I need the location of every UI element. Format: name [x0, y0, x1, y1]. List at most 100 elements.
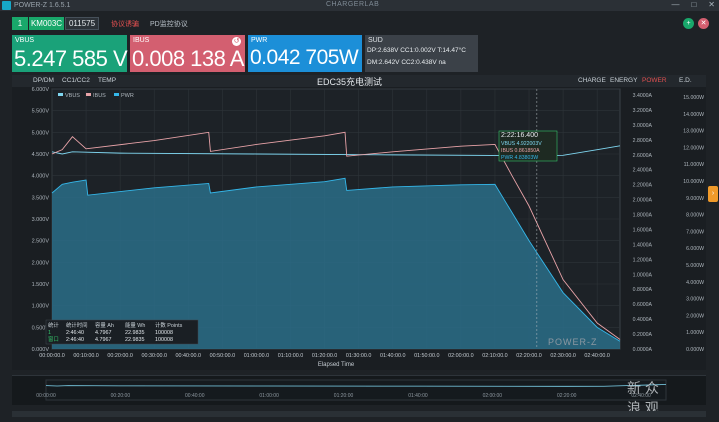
- tab-cc1-cc2[interactable]: CC1/CC2: [62, 77, 90, 84]
- y-right-tick-label: 12.000W: [683, 145, 704, 151]
- tab-dp-dm[interactable]: DP/DM: [33, 77, 54, 84]
- x-tick-label: 00:30:00.0: [141, 353, 166, 359]
- y-right-tick-label: 5.000W: [686, 263, 704, 269]
- y-mid-tick-label: 2.0000A: [633, 198, 653, 204]
- ibus-label: IBUS: [133, 37, 150, 44]
- device-serial-tab[interactable]: 011575: [65, 17, 99, 30]
- x-tick-label: 00:10:00.0: [73, 353, 98, 359]
- x-tick-label: 01:20:00.0: [312, 353, 337, 359]
- power-label: PWR: [251, 37, 268, 44]
- chart-tabs: DP/DM CC1/CC2 TEMP EDC35充电测试 CHARGE ENER…: [12, 75, 706, 87]
- tab-charge[interactable]: CHARGE: [578, 77, 606, 84]
- pd-monitor-menu[interactable]: PD监控协议: [150, 21, 188, 28]
- x-tick-label: 02:40:00.0: [584, 353, 609, 359]
- tooltip-pwr: PWR 4.83803W: [501, 155, 538, 161]
- stats-header: 统计时间: [66, 321, 88, 329]
- y-left-tick-label: 3.000V: [32, 217, 50, 223]
- overview-tick-label: 01:20:00: [334, 393, 354, 399]
- overview-chart[interactable]: 00:00:00 00:20:00 00:40:00 01:00:00 01:20:00…: [12, 376, 706, 406]
- stats-cell: 4.7967: [95, 337, 112, 343]
- power-meter: PWR 0.042 705W: [248, 35, 362, 72]
- chart-panel: 0.000V 0.500V 1.000V 1.500V 2.000V 2.500V 3.00…: [12, 75, 706, 370]
- close-window-button[interactable]: ✕: [708, 0, 715, 9]
- series-line-pwr: [51, 177, 621, 342]
- device-model-tab[interactable]: KM003C: [29, 17, 64, 30]
- y-right-tick-label: 0.000W: [686, 347, 704, 353]
- x-tick-label: 02:20:00.0: [516, 353, 541, 359]
- stats-cell: 100008: [155, 337, 173, 343]
- y-left-tick-label: 0.500V: [32, 325, 50, 331]
- y-mid-tick-label: 0.0000A: [633, 347, 653, 353]
- y-mid-tick-label: 3.0000A: [633, 123, 653, 129]
- stats-cell: 4.7967: [95, 330, 112, 336]
- overview-tick-label: 01:40:00: [408, 393, 428, 399]
- y-left-tick-label: 1.000V: [32, 304, 50, 310]
- x-tick-label: 02:00:00.0: [448, 353, 473, 359]
- x-tick-label: 00:40:00.0: [176, 353, 201, 359]
- stats-cell: 100008: [155, 330, 173, 336]
- stats-cell: 1: [48, 330, 51, 336]
- x-tick-label: 02:10:00.0: [482, 353, 507, 359]
- close-icon[interactable]: ✕: [698, 18, 709, 29]
- y-right-tick-label: 4.000W: [686, 280, 704, 286]
- maximize-button[interactable]: □: [691, 0, 697, 9]
- legend-label-vbus: VBUS: [65, 93, 80, 99]
- legend-swatch: [114, 93, 119, 96]
- y-left-tick-label: 2.000V: [32, 260, 50, 266]
- window-controls: — □ ✕: [671, 0, 715, 9]
- y-left-tick-label: 4.000V: [32, 174, 50, 180]
- overview-tick-label: 01:00:00: [259, 393, 279, 399]
- legend-swatch: [58, 93, 63, 96]
- x-tick-label: 01:00:00.0: [244, 353, 269, 359]
- timeline-overview[interactable]: 00:00:00 00:20:00 00:40:00 01:00:00 01:20:00…: [12, 375, 706, 405]
- side-panel-toggle-icon[interactable]: ›: [708, 186, 718, 202]
- minimize-button[interactable]: —: [671, 0, 680, 9]
- toolbar: 1 KM003C 011575 协议诱骗 PD监控协议 + ✕: [0, 15, 719, 33]
- pwr-area: [52, 178, 620, 349]
- stats-header: 统计: [48, 321, 59, 329]
- tab-temp[interactable]: TEMP: [98, 77, 117, 84]
- overview-tick-label: 00:20:00: [111, 393, 131, 399]
- legend-swatch: [86, 93, 91, 96]
- stats-header: 容量 Ah: [95, 321, 114, 329]
- chart-title: EDC35充电测试: [317, 77, 383, 87]
- horizontal-scrollbar[interactable]: [12, 411, 706, 417]
- legend-label-pwr: PWR: [121, 93, 134, 99]
- powerz-logo: POWER-Z: [548, 337, 598, 347]
- y-mid-tick-label: 1.8000A: [633, 213, 653, 219]
- sub-readings-panel: SUD DP:2.638V CC1:0.002V T:14.47°C DM:2.…: [365, 35, 478, 72]
- y-left-tick-label: 0.000V: [32, 347, 50, 353]
- sub-label: SUD: [368, 37, 383, 44]
- y-right-tick-label: 7.000W: [686, 229, 704, 235]
- y-left-tick-label: 5.500V: [32, 109, 50, 115]
- overview-tick-label: 02:00:00: [483, 393, 503, 399]
- power-chart[interactable]: 0.000V 0.500V 1.000V 1.500V 2.000V 2.500V 3.00…: [12, 75, 706, 370]
- tooltip-vbus: VBUS 4.922003V: [501, 141, 542, 147]
- tab-energy[interactable]: ENERGY: [610, 77, 638, 84]
- tab-ed[interactable]: E.D.: [679, 77, 692, 84]
- stats-cell: 2:46:40: [66, 337, 84, 343]
- x-axis-label: Elapsed Time: [318, 362, 355, 368]
- reset-icon[interactable]: ↺: [232, 37, 241, 46]
- device-index-tab[interactable]: 1: [12, 17, 28, 30]
- y-right-tick-label: 1.000W: [686, 330, 704, 336]
- y-mid-tick-label: 1.0000A: [633, 272, 653, 278]
- add-icon[interactable]: +: [683, 18, 694, 29]
- y-mid-tick-label: 2.4000A: [633, 168, 653, 174]
- y-right-tick-label: 11.000W: [684, 162, 704, 168]
- tab-power[interactable]: POWER: [642, 77, 667, 84]
- stats-header: 能量 Wh: [125, 321, 145, 329]
- ibus-value: 0.008 138 A: [132, 46, 244, 71]
- y-mid-tick-label: 1.6000A: [633, 227, 653, 233]
- vbus-value: 5.247 585 V: [14, 46, 128, 71]
- x-tick-label: 01:40:00.0: [380, 353, 405, 359]
- y-mid-tick-label: 1.4000A: [633, 242, 653, 248]
- y-right-tick-label: 15.000W: [683, 95, 704, 101]
- x-tick-label: 01:50:00.0: [414, 353, 439, 359]
- overview-tick-label: 02:40:00: [631, 393, 651, 399]
- protocol-trigger-menu[interactable]: 协议诱骗: [111, 21, 139, 28]
- stats-cell: 窗口: [48, 335, 59, 343]
- y-mid-tick-label: 2.6000A: [633, 153, 653, 159]
- x-tick-label: 00:50:00.0: [210, 353, 235, 359]
